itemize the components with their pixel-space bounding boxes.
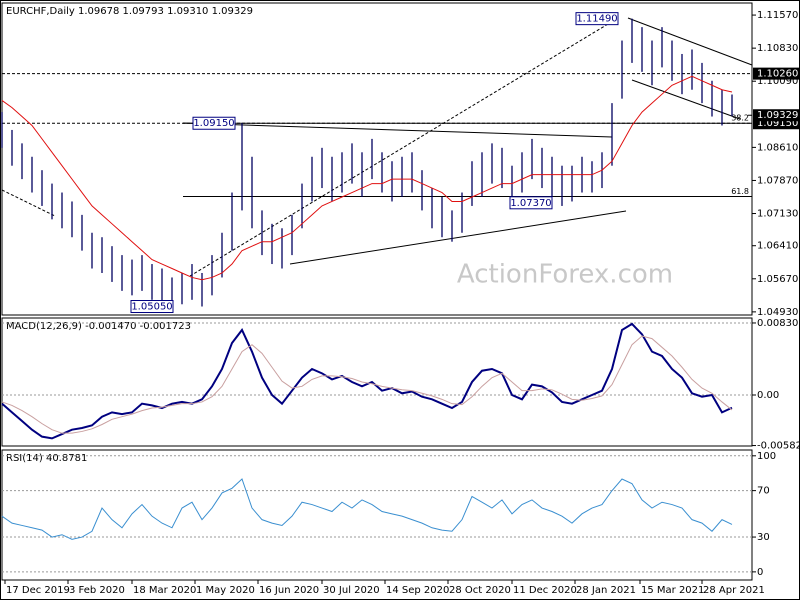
last-price-label-box — [753, 109, 799, 122]
indicator-line — [1, 322, 733, 440]
y-tick-label: 1.11570 — [757, 10, 798, 21]
last-price-label: 1.09329 — [757, 110, 798, 121]
y-tick-label: 1.06410 — [757, 241, 798, 252]
x-tick-label: 3 Feb 2020 — [69, 585, 125, 596]
y-tick-label: 1.10830 — [757, 43, 798, 54]
annotation: 1.11490 — [576, 14, 617, 25]
y-tick-label: 1.10090 — [757, 76, 798, 87]
y-tick-label: 1.04930 — [757, 307, 798, 318]
annotation: 1.09150 — [193, 118, 234, 129]
y-tick-label: 1.07130 — [757, 209, 798, 220]
panel-frame — [1, 449, 753, 581]
trend-line — [289, 210, 627, 265]
trend-line — [182, 122, 613, 138]
y-tick-label: 0.00 — [757, 390, 779, 401]
x-tick-label: 11 Dec 2020 — [513, 585, 577, 596]
panel-frame — [1, 317, 753, 447]
channel-line — [627, 17, 753, 66]
annotation-box — [509, 196, 553, 210]
y-tick-label: 30 — [757, 532, 770, 543]
annotation-box — [575, 12, 619, 26]
x-tick-label: 17 Dec 2019 — [6, 585, 70, 596]
fib-label: 38.2 — [731, 114, 749, 123]
x-tick-label: 28 Oct 2020 — [449, 585, 511, 596]
annotation: 1.05050 — [131, 302, 172, 313]
x-tick-label: 14 Sep 2020 — [386, 585, 449, 596]
panel-title: EURCHF,Daily 1.09678 1.09793 1.09310 1.0… — [6, 6, 253, 17]
x-tick-label: 28 Apr 2021 — [703, 585, 765, 596]
watermark: ActionForex.com — [457, 260, 673, 290]
level-label: 1.10260 — [757, 69, 798, 80]
x-tick-label: 1 May 2020 — [196, 585, 255, 596]
panel-title: MACD(12,26,9) -0.001470 -0.001723 — [6, 321, 191, 332]
x-tick-label: 16 Jun 2020 — [259, 585, 319, 596]
level-label-box — [753, 67, 799, 80]
y-tick-label: 0 — [757, 567, 763, 578]
moving-average — [1, 75, 733, 281]
y-tick-label: 70 — [757, 486, 770, 497]
y-tick-label: 1.05670 — [757, 274, 798, 285]
indicator-line — [1, 478, 733, 540]
y-tick-label: 1.08610 — [757, 142, 798, 153]
panel-title: RSI(14) 40.8781 — [6, 453, 87, 464]
y-tick-label: 1.07870 — [757, 175, 798, 186]
y-tick-label: -0.005828 — [757, 441, 800, 452]
annotation: 1.07370 — [510, 198, 551, 209]
trend-line — [189, 17, 619, 277]
panel-frame — [1, 2, 753, 316]
x-tick-label: 18 Mar 2020 — [133, 585, 196, 596]
y-tick-label: 0.008307 — [757, 318, 800, 329]
y-tick-label: 100 — [757, 451, 776, 462]
indicator-line — [1, 335, 733, 434]
x-tick-label: 30 Jul 2020 — [323, 585, 380, 596]
fib-label: 61.8 — [731, 187, 749, 196]
annotation-box — [192, 116, 236, 130]
x-tick-label: 15 Mar 2021 — [641, 585, 704, 596]
x-tick-label: 28 Jan 2021 — [576, 585, 636, 596]
level-label: 1.09150 — [757, 118, 798, 129]
annotation-box — [130, 300, 174, 314]
